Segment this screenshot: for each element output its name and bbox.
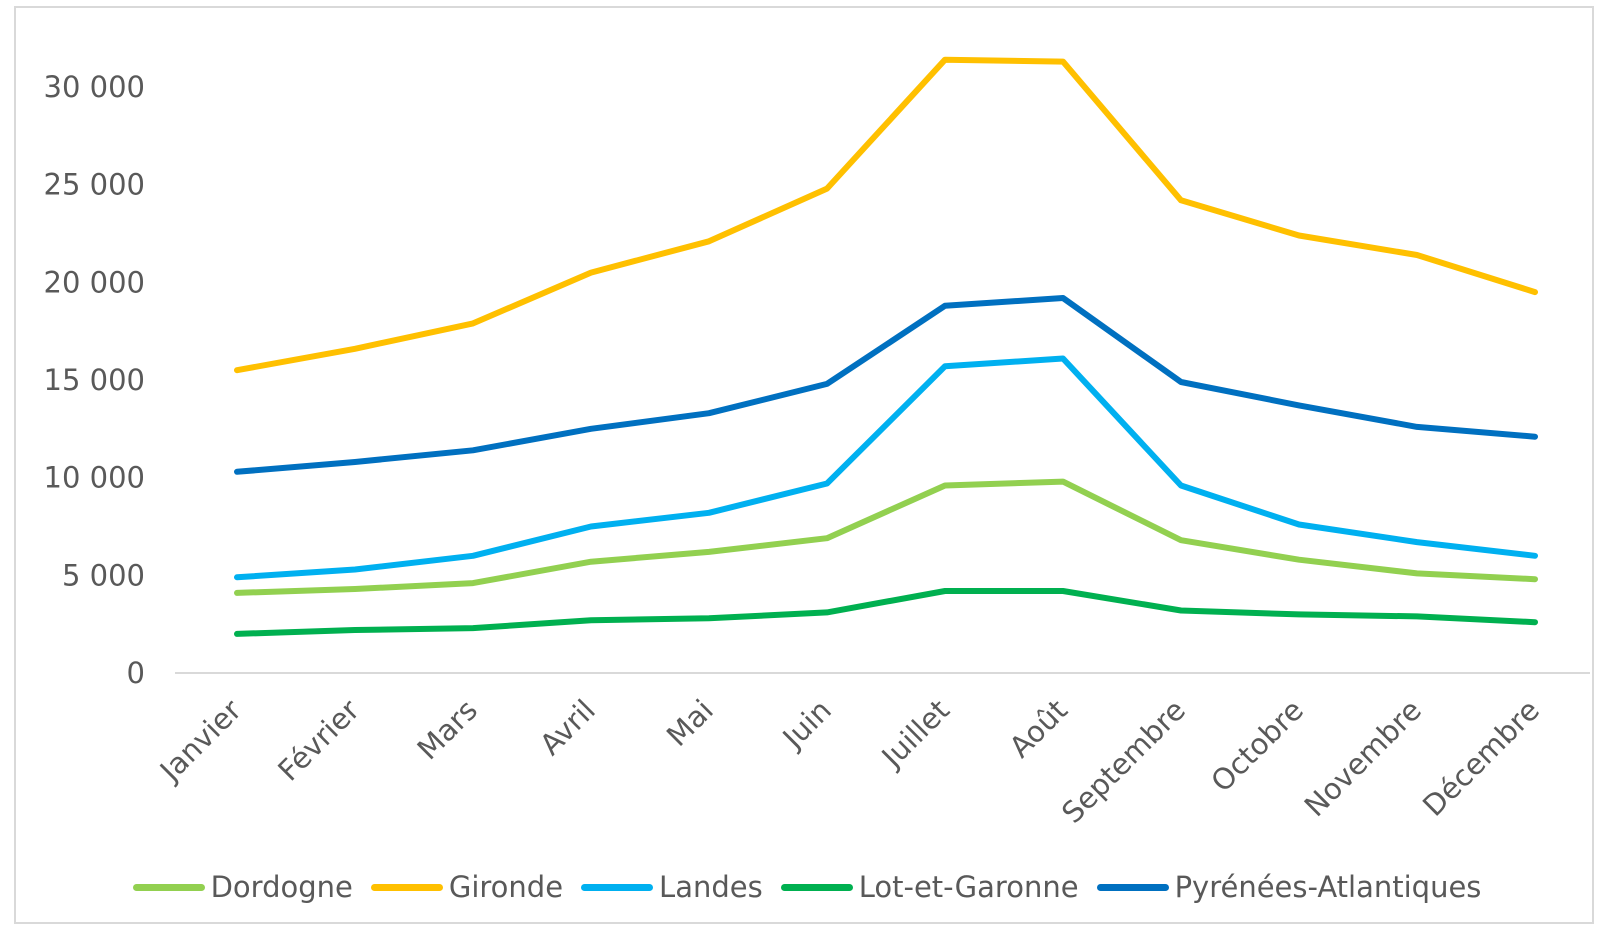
legend-item: Gironde bbox=[370, 870, 564, 904]
y-axis-ticks: 0 5 000 10 000 15 000 20 000 25 000 30 000 bbox=[44, 70, 145, 690]
x-tick-label: Mars bbox=[411, 693, 484, 766]
series-line-pyr-n-es-atlantiques bbox=[234, 295, 1538, 475]
series-lines bbox=[234, 56, 1538, 637]
y-tick-label: 20 000 bbox=[44, 265, 145, 299]
legend-label: Landes bbox=[659, 870, 763, 904]
legend-swatch bbox=[581, 883, 654, 891]
x-tick-label: Août bbox=[1003, 693, 1074, 764]
legend-item: Landes bbox=[581, 870, 763, 904]
x-tick-label: Mai bbox=[660, 693, 720, 753]
series-line-landes bbox=[234, 355, 1538, 581]
legend-label: Pyrénées-Atlantiques bbox=[1174, 870, 1482, 904]
legend-swatch bbox=[132, 883, 205, 891]
x-tick-label: Avril bbox=[533, 693, 602, 762]
legend-swatch bbox=[1096, 883, 1169, 891]
x-tick-label: Octobre bbox=[1204, 693, 1310, 799]
legend-item: Lot-et-Garonne bbox=[780, 870, 1079, 904]
x-tick-label: Juillet bbox=[874, 693, 956, 775]
legend-label: Dordogne bbox=[210, 870, 353, 904]
legend-label: Lot-et-Garonne bbox=[858, 870, 1079, 904]
x-tick-label: Juin bbox=[775, 693, 838, 756]
x-tick-label: Décembre bbox=[1416, 693, 1546, 823]
series-line-lot-et-garonne bbox=[234, 588, 1538, 637]
legend-label: Gironde bbox=[448, 870, 564, 904]
x-tick-label: Septembre bbox=[1055, 693, 1192, 830]
y-tick-label: 0 bbox=[127, 656, 145, 690]
legend-swatch bbox=[780, 883, 853, 891]
series-line-dordogne bbox=[234, 478, 1538, 596]
x-tick-label: Février bbox=[271, 693, 366, 788]
y-tick-label: 15 000 bbox=[44, 363, 145, 397]
x-axis-ticks: Janvier Février Mars Avril Mai Juin Juillet Aoû… bbox=[152, 693, 1546, 830]
legend-swatch bbox=[370, 883, 443, 891]
y-tick-label: 5 000 bbox=[62, 558, 145, 592]
legend: Dordogne Gironde Landes Lot-et-Garonne Pyrén… bbox=[0, 862, 1614, 912]
chart-frame bbox=[14, 6, 1594, 924]
y-tick-label: 30 000 bbox=[44, 70, 145, 104]
y-tick-label: 10 000 bbox=[44, 461, 145, 495]
series-line-gironde bbox=[234, 56, 1538, 374]
x-tick-label: Novembre bbox=[1298, 693, 1428, 823]
legend-item: Dordogne bbox=[132, 870, 353, 904]
x-tick-label: Janvier bbox=[152, 693, 248, 789]
y-tick-label: 25 000 bbox=[44, 168, 145, 202]
legend-item: Pyrénées-Atlantiques bbox=[1096, 870, 1482, 904]
